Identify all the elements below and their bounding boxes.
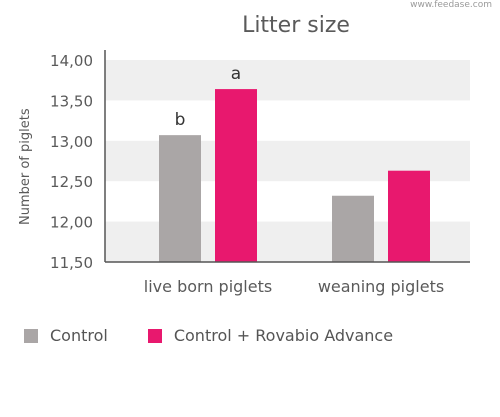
legend-item-rovabio: Control + Rovabio Advance [147, 326, 394, 345]
y-tick-label: 12,00 [50, 214, 93, 232]
y-tick-label: 13,50 [50, 92, 93, 110]
x-tick-label: live born piglets [144, 277, 272, 296]
significance-label: a [231, 64, 241, 84]
axes [104, 50, 470, 263]
x-tick-labels: live born piglets weaning piglets [144, 277, 444, 296]
legend-label-rovabio: Control + Rovabio Advance [173, 326, 394, 345]
y-tick-labels: 11,50 12,00 12,50 13,00 13,50 14,00 [50, 52, 93, 272]
bar-control [159, 135, 201, 262]
y-tick-label: 13,00 [50, 133, 93, 151]
bar-control [332, 195, 374, 262]
bar-rovabio [388, 170, 430, 262]
legend-swatch-control [24, 328, 38, 343]
bars [159, 89, 430, 262]
x-tick-label: weaning piglets [318, 277, 444, 296]
y-tick-label: 11,50 [50, 254, 93, 272]
y-tick-label: 14,00 [50, 52, 93, 70]
grid-band [105, 60, 470, 101]
significance-label: b [175, 110, 186, 130]
legend-swatch-rovabio [147, 328, 162, 343]
watermark-text: www.feedase.com [410, 0, 492, 10]
y-tick-label: 12,50 [50, 173, 93, 191]
legend-item-control: Control [24, 326, 108, 345]
bar-rovabio [215, 89, 257, 262]
significance-labels: ba [175, 64, 242, 130]
chart-title: Litter size [242, 13, 350, 38]
legend: Control Control + Rovabio Advance [24, 326, 433, 345]
legend-label-control: Control [50, 326, 108, 345]
